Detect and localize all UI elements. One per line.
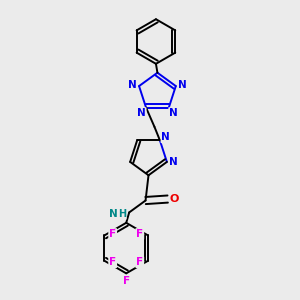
Text: N: N — [169, 157, 178, 167]
Text: O: O — [170, 194, 179, 204]
Text: N: N — [137, 108, 146, 118]
Text: F: F — [136, 257, 143, 267]
Text: N: N — [128, 80, 137, 90]
Text: N: N — [109, 209, 118, 219]
Text: H: H — [118, 209, 126, 219]
Text: F: F — [136, 229, 143, 239]
Text: N: N — [161, 132, 170, 142]
Text: F: F — [109, 229, 116, 239]
Text: F: F — [109, 257, 116, 267]
Text: N: N — [169, 108, 178, 118]
Text: N: N — [178, 80, 187, 90]
Text: F: F — [123, 276, 130, 286]
